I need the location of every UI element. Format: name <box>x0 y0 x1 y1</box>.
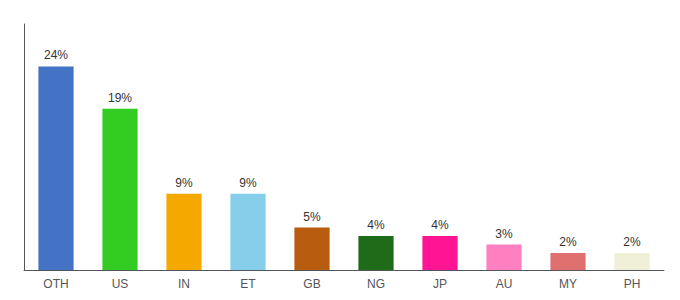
svg-text:US: US <box>112 277 129 291</box>
svg-text:PH: PH <box>624 277 641 291</box>
svg-text:AU: AU <box>496 277 513 291</box>
svg-text:2%: 2% <box>559 235 577 249</box>
svg-text:ET: ET <box>240 277 256 291</box>
svg-text:MY: MY <box>559 277 577 291</box>
svg-text:5%: 5% <box>303 210 321 224</box>
svg-text:OTH: OTH <box>43 277 68 291</box>
svg-text:GB: GB <box>303 277 320 291</box>
svg-text:4%: 4% <box>431 218 449 232</box>
svg-text:NG: NG <box>367 277 385 291</box>
svg-text:JP: JP <box>433 277 447 291</box>
svg-text:9%: 9% <box>239 176 257 190</box>
svg-text:9%: 9% <box>175 176 193 190</box>
svg-text:4%: 4% <box>367 218 385 232</box>
svg-text:3%: 3% <box>495 227 513 241</box>
svg-text:19%: 19% <box>108 91 132 105</box>
svg-text:24%: 24% <box>44 48 68 62</box>
svg-text:IN: IN <box>178 277 190 291</box>
svg-text:2%: 2% <box>623 235 641 249</box>
